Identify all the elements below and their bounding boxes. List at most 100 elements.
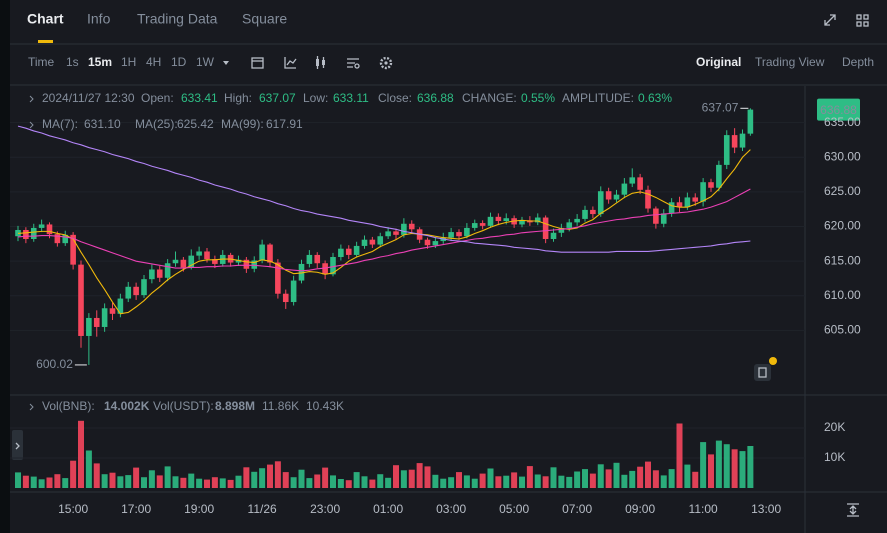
volume-bar [172,476,179,488]
candle-body [668,202,675,214]
dropdown-icon[interactable] [223,61,229,65]
candle-body [676,202,683,208]
candle-body [30,227,37,239]
candle-body [747,109,754,134]
indicator-icon[interactable] [284,57,297,69]
interval-button[interactable]: 15m [88,55,112,69]
x-tick-label: 09:00 [625,502,655,516]
tab[interactable]: Chart [27,11,64,27]
info-value: 0.63% [638,91,672,105]
volume-bar [361,476,368,488]
view-button[interactable]: Trading View [755,55,825,69]
candle-body [196,251,202,256]
volume-bar [708,454,714,488]
volume-bar [511,472,518,488]
low-annotation: 600.02 [36,357,73,371]
info-label: Open: [141,91,174,105]
note-icon[interactable] [754,357,777,381]
interval-button[interactable]: 1H [121,55,136,69]
volume-bar [117,476,124,488]
candle-body [353,245,360,255]
layout-icon[interactable] [856,14,869,27]
y-tick-label: 620.00 [824,219,861,233]
settings-icon[interactable] [379,56,393,70]
volume-bar [526,466,533,488]
time-button[interactable]: Time [28,55,55,69]
volume-bar [597,464,604,488]
interval-button[interactable]: 1D [171,55,187,69]
candle-body [582,209,588,219]
volume-bar [440,478,447,488]
x-tick-label: 07:00 [562,502,592,516]
volume-bar [676,423,683,488]
candle-body [298,263,305,281]
candle-body [684,197,691,208]
candle-body [645,189,651,209]
candle-body [448,232,454,238]
candle-body [330,257,336,275]
candle-body [133,286,139,296]
candle-body [267,244,273,263]
candle-body [660,213,667,224]
volume-bar [70,460,77,488]
volume-bar [668,469,675,488]
volume-bar [148,470,155,488]
volume-bar [46,477,53,488]
fit-icon[interactable] [847,503,859,517]
candle-body [101,308,108,327]
candle-body [401,223,407,235]
view-button[interactable]: Depth [842,55,874,69]
candle-body [479,223,486,226]
volume-bar [463,475,470,488]
template-icon[interactable] [347,58,360,69]
side-collapse-tab[interactable] [12,430,23,460]
candle-body [385,231,391,237]
tab[interactable]: Trading Data [137,11,218,27]
active-tab-indicator [38,40,53,43]
candle-body [243,259,250,269]
candle-body [86,317,92,336]
volume-bar [133,467,140,488]
view-button[interactable]: Original [696,55,741,69]
candle-body [700,182,706,202]
candle-body [621,183,628,195]
candle-body [471,223,478,228]
volume-bar [243,467,250,488]
tab[interactable]: Info [87,11,111,27]
candle-type-icon[interactable] [316,56,325,69]
candle-body [408,223,415,230]
volume-legend-label: Vol(USDT): [153,399,214,413]
volume-bar [141,477,147,488]
info-caret [29,95,34,103]
candle-body [550,232,557,239]
tab[interactable]: Square [242,11,287,27]
candle-body [314,254,321,264]
x-tick-label: 19:00 [184,502,214,516]
info-value: 637.07 [259,91,296,105]
volume-bar [282,472,289,488]
candle-body [605,191,612,200]
volume-bar [582,469,588,488]
volume-bar [62,478,69,488]
volume-bar [479,473,486,488]
candle-body [54,234,61,244]
candle-body [739,133,746,148]
expand-icon[interactable] [824,14,836,26]
volume-bar [235,475,242,488]
volume-bar [621,474,628,488]
interval-button[interactable]: 1s [66,55,79,69]
volume-bar [637,466,644,488]
volume-bar [164,466,171,488]
candle-body [345,248,352,255]
ma-line [17,125,751,253]
calendar-icon[interactable] [251,57,264,69]
volume-bar [692,471,699,488]
x-tick-label: 11/26 [248,502,277,516]
interval-button[interactable]: 4H [146,55,161,69]
interval-button[interactable]: 1W [196,55,215,69]
candle-body [117,298,124,314]
candle-body [251,260,258,269]
marks-layer [15,98,860,488]
candle-body [503,218,510,221]
